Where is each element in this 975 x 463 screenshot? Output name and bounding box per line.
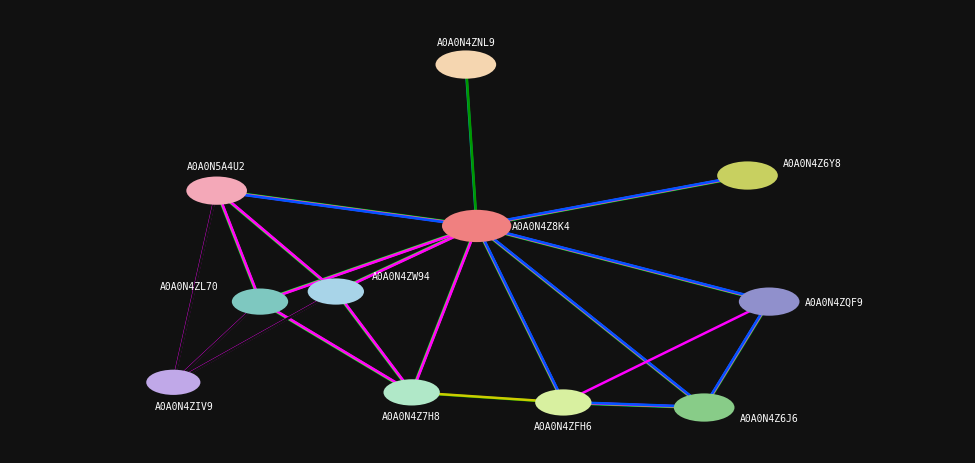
Text: A0A0N4Z7H8: A0A0N4Z7H8 (382, 411, 441, 421)
Circle shape (535, 389, 592, 416)
Circle shape (718, 162, 778, 190)
Circle shape (739, 288, 799, 316)
Text: A0A0N4ZW94: A0A0N4ZW94 (371, 272, 430, 282)
Circle shape (442, 210, 511, 243)
Text: A0A0N4ZQF9: A0A0N4ZQF9 (804, 297, 864, 307)
Text: A0A0N4ZL70: A0A0N4ZL70 (160, 282, 219, 292)
Circle shape (232, 289, 289, 315)
Text: A0A0N4ZNL9: A0A0N4ZNL9 (437, 38, 495, 48)
Circle shape (436, 51, 496, 80)
Circle shape (308, 279, 364, 305)
Text: A0A0N4Z6Y8: A0A0N4Z6Y8 (783, 158, 841, 169)
Circle shape (186, 177, 247, 205)
Text: A0A0N4Z6J6: A0A0N4Z6J6 (740, 413, 799, 423)
Text: A0A0N5A4U2: A0A0N5A4U2 (187, 162, 246, 172)
Text: A0A0N4ZFH6: A0A0N4ZFH6 (534, 421, 593, 431)
Circle shape (674, 394, 734, 422)
Circle shape (383, 380, 440, 406)
Text: A0A0N4ZIV9: A0A0N4ZIV9 (155, 401, 214, 411)
Circle shape (146, 370, 201, 395)
Text: A0A0N4Z8K4: A0A0N4Z8K4 (512, 221, 571, 232)
